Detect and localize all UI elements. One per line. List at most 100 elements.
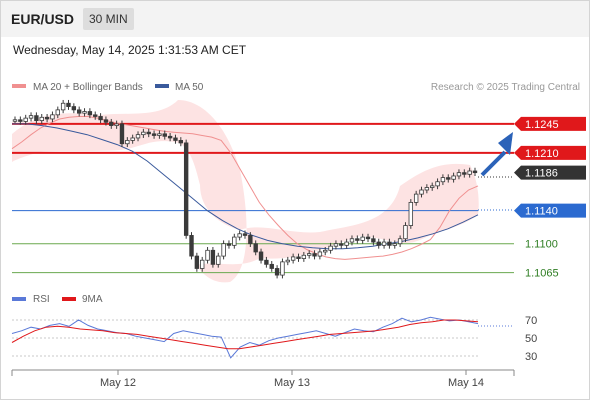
candle bbox=[451, 172, 456, 183]
candle bbox=[60, 99, 66, 114]
candle-body bbox=[130, 137, 135, 141]
candle bbox=[146, 128, 151, 138]
candle bbox=[280, 258, 285, 279]
candle bbox=[93, 111, 98, 120]
candle bbox=[50, 111, 55, 123]
candle bbox=[392, 240, 397, 249]
candle bbox=[44, 114, 50, 123]
candle bbox=[339, 240, 344, 249]
candle bbox=[323, 247, 328, 256]
rsi-ma-legend-label: 9MA bbox=[82, 294, 103, 305]
candle-body bbox=[440, 177, 446, 183]
candle bbox=[285, 256, 290, 266]
candle-body bbox=[365, 236, 371, 240]
candle-body bbox=[39, 116, 44, 122]
candle bbox=[98, 113, 103, 124]
candle-body bbox=[328, 245, 333, 251]
ma20-legend-label: MA 20 + Bollinger Bands bbox=[33, 82, 143, 93]
candle bbox=[103, 116, 109, 126]
candle bbox=[28, 112, 34, 122]
candle-body bbox=[210, 249, 216, 265]
candle bbox=[87, 108, 93, 119]
candle-body bbox=[344, 241, 349, 246]
candle-body bbox=[296, 256, 301, 259]
candle bbox=[333, 240, 339, 250]
candle bbox=[66, 99, 71, 110]
candle-body bbox=[419, 189, 424, 195]
candle bbox=[200, 256, 205, 272]
candle bbox=[424, 184, 430, 194]
candle-body bbox=[360, 236, 365, 241]
x-tick-label: May 13 bbox=[274, 377, 310, 389]
level-tag-1.1140: 1.1140 bbox=[514, 203, 586, 218]
x-axis-ticks: May 12 May 13 May 14 bbox=[100, 370, 484, 389]
candle bbox=[344, 238, 349, 249]
level-tag-1.1186: 1.1186 bbox=[514, 165, 586, 180]
level-tag-1.1210: 1.1210 bbox=[514, 145, 586, 160]
rsi-ma-legend-swatch bbox=[62, 297, 76, 301]
candle bbox=[221, 240, 226, 260]
candle-body bbox=[349, 238, 355, 243]
candle bbox=[253, 240, 258, 256]
candle bbox=[365, 233, 371, 243]
candle-body bbox=[167, 135, 173, 139]
candle-body bbox=[397, 238, 403, 245]
candle-body bbox=[141, 131, 146, 136]
candle-body bbox=[312, 253, 317, 257]
candle-body bbox=[66, 102, 71, 107]
candle bbox=[178, 137, 184, 147]
candle bbox=[183, 139, 189, 239]
candle bbox=[189, 232, 194, 260]
candle bbox=[109, 118, 114, 129]
ma20-legend-swatch bbox=[12, 84, 26, 88]
rsi-legend-label: RSI bbox=[33, 294, 50, 305]
candle-body bbox=[114, 123, 119, 126]
candle bbox=[440, 174, 446, 186]
level-label: 1.1245 bbox=[525, 119, 559, 131]
candle-body bbox=[18, 119, 23, 122]
rsi-legend-swatch bbox=[12, 297, 26, 301]
candles-group bbox=[12, 99, 478, 279]
levels-group: 1.1245 1.1210 1.1186 1.1140 1.1100 1.1065 bbox=[12, 116, 586, 280]
pair-title: EUR/USD bbox=[11, 11, 75, 27]
candle-body bbox=[323, 249, 328, 253]
candle bbox=[12, 116, 18, 124]
candle-body bbox=[93, 114, 98, 117]
level-label-1.1100: 1.1100 bbox=[525, 239, 558, 251]
level-tag-box bbox=[514, 145, 586, 160]
candle-body bbox=[253, 243, 258, 253]
candle bbox=[39, 114, 44, 124]
candle-body bbox=[216, 255, 221, 265]
candle-body bbox=[178, 140, 184, 144]
ma50-legend-label: MA 50 bbox=[175, 82, 204, 93]
bollinger-band bbox=[12, 100, 479, 283]
candle bbox=[430, 182, 435, 191]
candle-body bbox=[109, 121, 114, 126]
candle-body bbox=[28, 115, 34, 119]
candle-body bbox=[146, 131, 151, 135]
candle-body bbox=[339, 243, 344, 246]
candle bbox=[456, 169, 462, 180]
candle bbox=[226, 240, 232, 249]
candle bbox=[242, 230, 248, 239]
candle bbox=[210, 247, 216, 268]
candle bbox=[467, 167, 472, 178]
candle-body bbox=[183, 142, 189, 236]
candle-body bbox=[387, 241, 392, 246]
candle-body bbox=[446, 177, 451, 180]
candle bbox=[76, 106, 82, 117]
candle-body bbox=[135, 134, 141, 139]
candle-body bbox=[34, 115, 39, 122]
candle-body bbox=[76, 109, 82, 114]
candle-body bbox=[200, 259, 205, 269]
candle-body bbox=[403, 225, 408, 240]
level-tag-box bbox=[514, 203, 586, 218]
candle-body bbox=[173, 137, 178, 141]
timeframe-badge[interactable]: 30 MIN bbox=[83, 8, 134, 30]
level-label-1.1065: 1.1065 bbox=[525, 268, 559, 280]
candle-body bbox=[44, 116, 50, 120]
candle-body bbox=[381, 241, 387, 246]
candle bbox=[306, 250, 312, 259]
candle-body bbox=[226, 243, 232, 246]
